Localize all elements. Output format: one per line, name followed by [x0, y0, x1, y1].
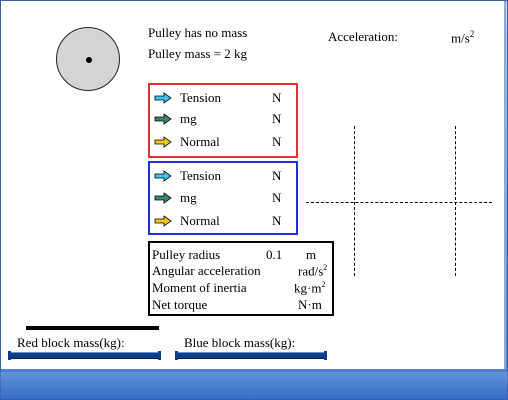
blue-block-forces-panel: Tension N mg N Normal N — [148, 161, 298, 235]
pulley-icon — [56, 27, 120, 91]
pulley-massless-note: Pulley has no mass — [148, 25, 248, 40]
slider-left-cap — [175, 351, 178, 360]
moment-of-inertia-unit: kg·m2 — [294, 280, 325, 296]
red-force-label: mg — [180, 111, 197, 126]
green-arrow-icon — [154, 113, 172, 125]
force-axis-horizontal — [306, 202, 492, 203]
blue-force-unit: N — [272, 168, 282, 183]
blue-block-axis-vertical — [455, 126, 456, 276]
blue-force-row-normal: Normal N — [150, 211, 296, 231]
acceleration-unit-exp: 2 — [469, 29, 475, 39]
red-force-unit: N — [272, 90, 282, 105]
red-force-label: Tension — [180, 90, 221, 105]
yellow-arrow-icon — [154, 215, 172, 227]
pulley-radius-label: Pulley radius — [152, 247, 221, 262]
moment-of-inertia-label: Moment of inertia — [152, 280, 247, 295]
red-force-row-mg: mg N — [150, 109, 296, 129]
angular-acceleration-unit-text: rad/s — [298, 263, 324, 279]
blue-force-unit: N — [272, 190, 282, 205]
blue-force-label: Tension — [180, 168, 221, 183]
yellow-arrow-icon — [154, 136, 172, 148]
red-force-row-normal: Normal N — [150, 132, 296, 152]
cyan-arrow-icon — [154, 92, 172, 104]
slider-right-cap — [158, 351, 161, 360]
net-torque-label: Net torque — [152, 297, 208, 312]
red-block-mass-label: Red block mass(kg): — [17, 335, 125, 350]
red-block-axis-vertical — [354, 126, 355, 276]
green-arrow-icon — [154, 192, 172, 204]
blue-force-label: Normal — [180, 213, 220, 228]
blue-force-row-mg: mg N — [150, 188, 296, 208]
pulley-properties-panel: Pulley radius 0.1 m Angular acceleration… — [148, 241, 334, 316]
red-block-mass-slider[interactable] — [8, 351, 161, 360]
angular-acceleration-unit-exp: 2 — [323, 263, 328, 272]
acceleration-unit: m/s2 — [451, 29, 474, 46]
blue-force-unit: N — [272, 213, 282, 228]
pulley-axle-icon — [86, 57, 92, 63]
net-torque-unit: N·m — [298, 297, 322, 312]
slider-right-cap — [324, 351, 327, 360]
red-block-forces-panel: Tension N mg N Normal N — [148, 83, 298, 158]
blue-force-row-tension: Tension N — [150, 166, 296, 186]
blue-block-mass-label: Blue block mass(kg): — [184, 335, 296, 350]
blue-block-mass-slider[interactable] — [175, 351, 327, 360]
slider-left-cap — [8, 351, 11, 360]
desktop-background — [0, 372, 508, 400]
red-force-label: Normal — [180, 134, 220, 149]
acceleration-label: Acceleration: — [328, 29, 399, 44]
blue-force-label: mg — [180, 190, 197, 205]
red-force-row-tension: Tension N — [150, 88, 296, 108]
red-force-unit: N — [272, 134, 282, 149]
red-force-unit: N — [272, 111, 282, 126]
acceleration-unit-text: m/s — [451, 30, 470, 46]
red-block-mass-bar — [26, 326, 159, 330]
angular-acceleration-label: Angular acceleration — [152, 263, 261, 278]
simulation-canvas: Pulley has no mass Pulley mass = 2 kg Ac… — [1, 1, 506, 369]
moment-of-inertia-unit-text: kg·m — [294, 280, 322, 296]
pulley-mass-note: Pulley mass = 2 kg — [148, 46, 248, 61]
cyan-arrow-icon — [154, 170, 172, 182]
pulley-radius-value: 0.1 — [266, 247, 283, 262]
moment-of-inertia-unit-exp: 2 — [321, 280, 326, 289]
pulley-radius-unit: m — [306, 247, 317, 262]
angular-acceleration-unit: rad/s2 — [298, 263, 327, 279]
